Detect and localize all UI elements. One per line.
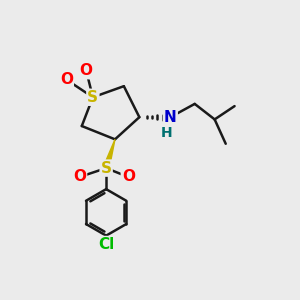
Polygon shape (103, 139, 115, 169)
Text: S: S (100, 160, 112, 175)
Text: H: H (161, 126, 173, 140)
Text: O: O (122, 169, 135, 184)
Text: O: O (80, 63, 93, 78)
Text: N: N (164, 110, 177, 125)
Text: Cl: Cl (98, 237, 114, 252)
Text: O: O (60, 72, 73, 87)
Text: O: O (73, 169, 86, 184)
Text: S: S (87, 90, 98, 105)
